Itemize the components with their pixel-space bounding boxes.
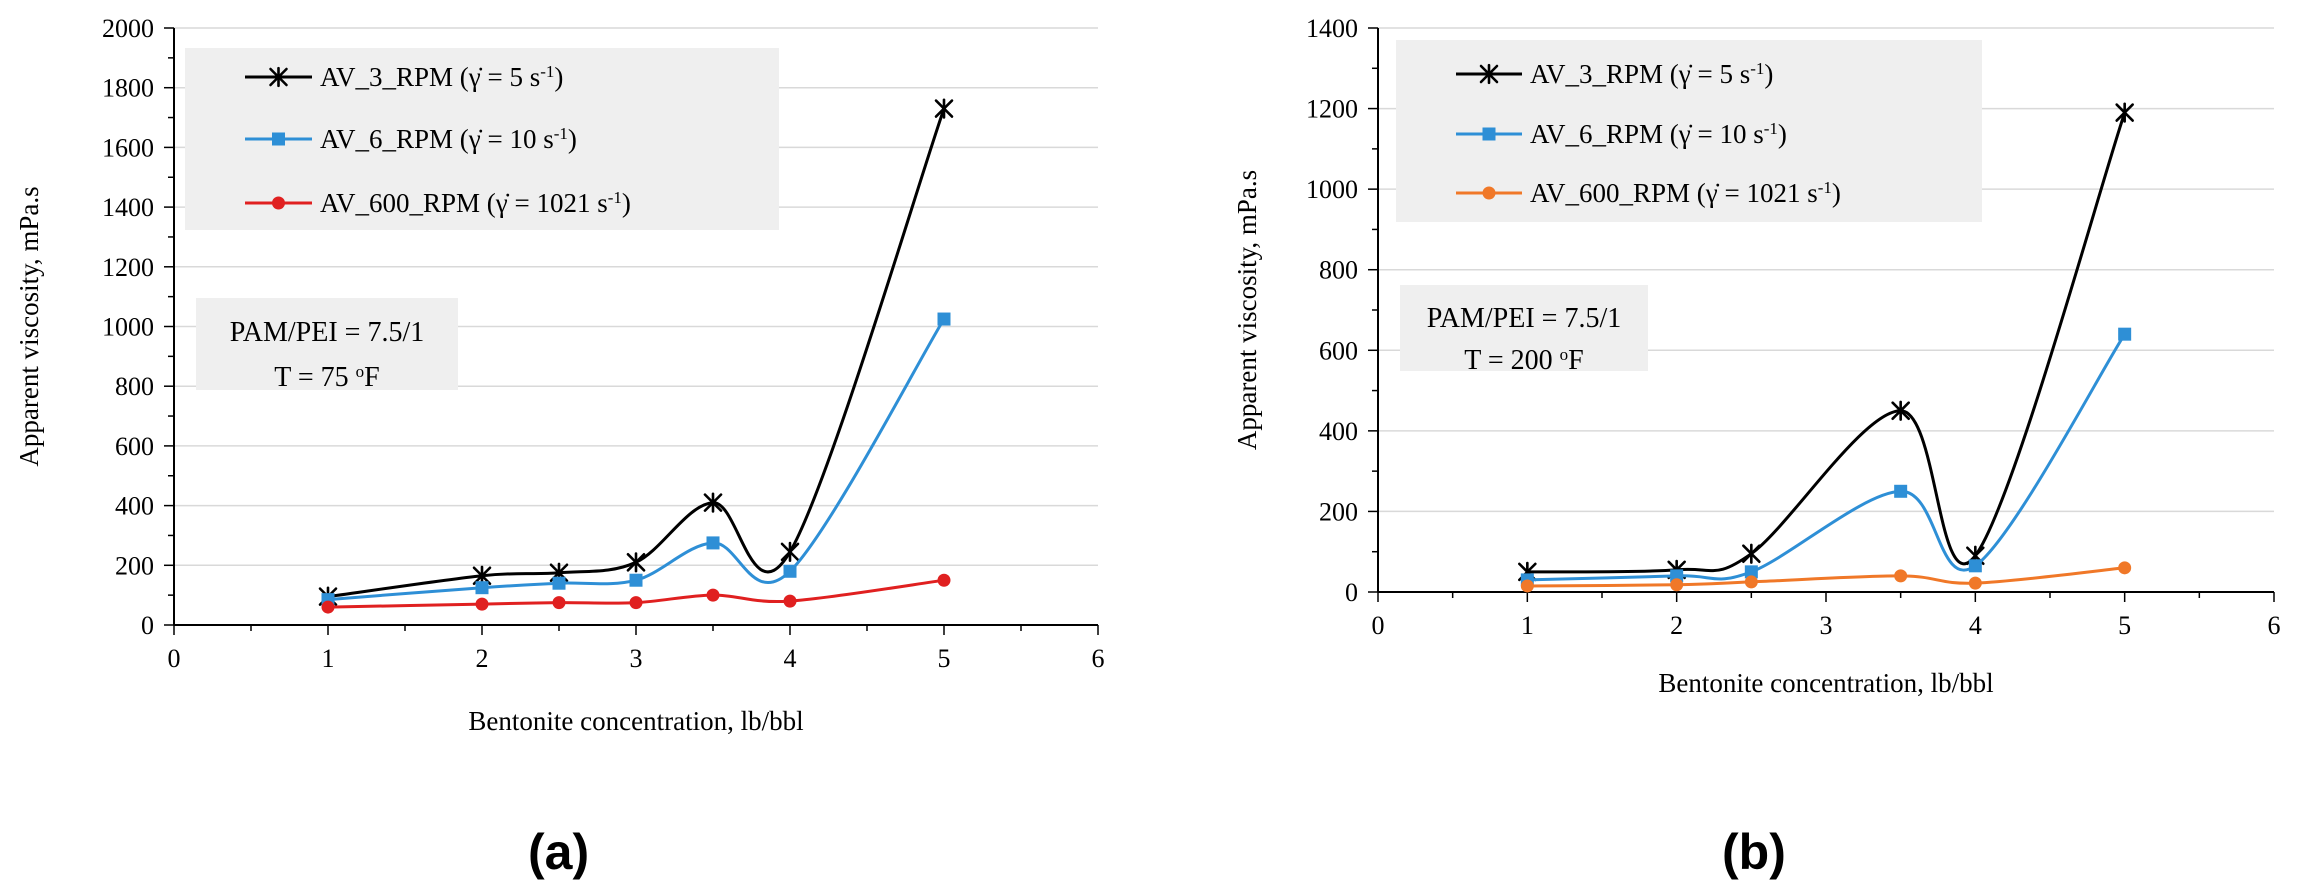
x-tick-label-b: 0 [1372, 611, 1385, 640]
x-tick-label-a: 5 [938, 644, 951, 673]
legend-marker-b-1 [1479, 63, 1499, 85]
data-point-b-s3 [1520, 579, 1534, 593]
x-tick-label-b: 1 [1521, 611, 1534, 640]
x-tick-label-a: 4 [784, 644, 797, 673]
data-point-a-s1 [934, 98, 954, 119]
x-tick-label-a: 1 [322, 644, 335, 673]
x-tick-label-b: 4 [1969, 611, 1982, 640]
data-point-b-s2 [2118, 327, 2132, 341]
y-tick-label-a: 1800 [102, 74, 154, 103]
annotation-box-b [1400, 285, 1648, 371]
x-tick-label-b: 5 [2118, 611, 2131, 640]
data-point-b-s1 [1891, 400, 1910, 421]
y-tick-label-a: 800 [115, 372, 154, 401]
data-point-b-s2 [1894, 484, 1908, 498]
legend-marker-a-2 [272, 132, 285, 146]
legend-marker-b-2 [1482, 127, 1496, 141]
data-point-a-s1 [626, 552, 646, 573]
data-point-b-s2 [1968, 559, 1982, 573]
y-tick-label-a: 0 [141, 611, 154, 640]
data-point-b-s3 [1744, 575, 1758, 589]
y-tick-label-a: 400 [115, 492, 154, 521]
data-point-a-s3 [629, 596, 643, 610]
legend-entry-b-3: AV_600_RPM (γ̇ = 1021 s-1) [1530, 178, 1841, 209]
chart-panel-b: 0 200 400 600 800 1000 1200 1400 0 1 2 3 4 5 6 Bentonit… [1232, 14, 2281, 698]
x-tick-label-b: 3 [1820, 611, 1833, 640]
y-tick-label-b: 1000 [1306, 175, 1358, 204]
data-point-b-s3 [1670, 578, 1684, 592]
data-point-b-s2 [1744, 565, 1758, 579]
annotation-line1-a: PAM/PEI = 7.5/1 [230, 317, 424, 348]
y-tick-label-a: 2000 [102, 14, 154, 43]
x-tick-label-a: 0 [168, 644, 181, 673]
series-line-b-3 [1527, 566, 2125, 588]
data-point-a-s2 [552, 576, 566, 590]
y-tick-label-a: 200 [115, 551, 154, 580]
data-point-b-s1 [2115, 102, 2134, 123]
data-point-a-s3 [706, 588, 720, 602]
legend-entry-a-2: AV_6_RPM (γ̇ = 10 s-1) [320, 124, 577, 155]
x-axis-label-b: Bentonite concentration, lb/bbl [1658, 668, 1993, 698]
data-point-a-s3 [475, 597, 489, 611]
data-point-a-s2 [475, 581, 489, 595]
x-axis-label-a: Bentonite concentration, lb/bbl [468, 706, 803, 736]
data-point-a-s2 [783, 564, 797, 578]
annotation-line1-b: PAM/PEI = 7.5/1 [1427, 303, 1621, 334]
data-point-b-s3 [1894, 569, 1908, 583]
legend-marker-a-1 [269, 66, 288, 88]
x-tick-label-a: 2 [476, 644, 489, 673]
data-point-b-s3 [2118, 561, 2132, 575]
y-tick-label-a: 1200 [102, 253, 154, 282]
chart-panel-a: 0 200 400 600 800 1000 1200 1400 1600 1800 2000 0 1 2… [14, 14, 1105, 736]
y-tick-label-a: 1000 [102, 313, 154, 342]
legend-entry-a-3: AV_600_RPM (γ̇ = 1021 s-1) [320, 188, 631, 219]
y-tick-label-b: 200 [1319, 497, 1358, 526]
y-tick-label-b: 400 [1319, 417, 1358, 446]
annotation-line2-a: T = 75 oF [274, 362, 379, 394]
y-axis-label-b: Apparent viscosity, mPa.s [1232, 170, 1262, 450]
y-tick-label-b: 800 [1319, 256, 1358, 285]
y-tick-label-b: 1400 [1306, 14, 1358, 43]
y-tick-label-b: 600 [1319, 336, 1358, 365]
data-point-a-s2 [937, 312, 951, 326]
panel-label-a: (a) [528, 824, 590, 880]
legend-marker-b-3 [1482, 186, 1496, 200]
y-axis-label-a: Apparent viscosity, mPa.s [14, 186, 44, 466]
data-point-b-s3 [1968, 576, 1982, 590]
y-tick-label-a: 600 [115, 432, 154, 461]
data-point-a-s2 [629, 573, 643, 587]
legend-entry-a-1: AV_3_RPM (γ̇ = 5 s-1) [320, 62, 563, 93]
data-point-a-s1 [780, 541, 800, 562]
x-tick-label-b: 6 [2268, 611, 2281, 640]
data-point-a-s3 [552, 596, 566, 610]
data-point-a-s3 [321, 600, 335, 614]
data-point-a-s1 [703, 492, 723, 513]
data-point-a-s2 [706, 536, 720, 550]
legend-entry-b-1: AV_3_RPM (γ̇ = 5 s-1) [1530, 59, 1773, 90]
y-tick-label-a: 1600 [102, 133, 154, 162]
data-point-a-s3 [937, 573, 951, 587]
data-point-a-s3 [783, 594, 797, 608]
legend-marker-a-3 [272, 196, 285, 210]
series-line-b-2 [1527, 333, 2126, 582]
legend-entry-b-2: AV_6_RPM (γ̇ = 10 s-1) [1530, 119, 1787, 150]
annotation-line2-b: T = 200 oF [1464, 345, 1583, 377]
x-tick-label-b: 2 [1670, 611, 1683, 640]
y-tick-label-b: 1200 [1306, 95, 1358, 124]
y-tick-label-a: 1400 [102, 193, 154, 222]
y-tick-label-b: 0 [1345, 578, 1358, 607]
data-point-b-s1 [1742, 543, 1761, 564]
panel-label-b: (b) [1722, 824, 1786, 880]
annotation-box-a [196, 298, 458, 390]
x-tick-label-a: 6 [1092, 644, 1105, 673]
x-tick-label-a: 3 [630, 644, 643, 673]
